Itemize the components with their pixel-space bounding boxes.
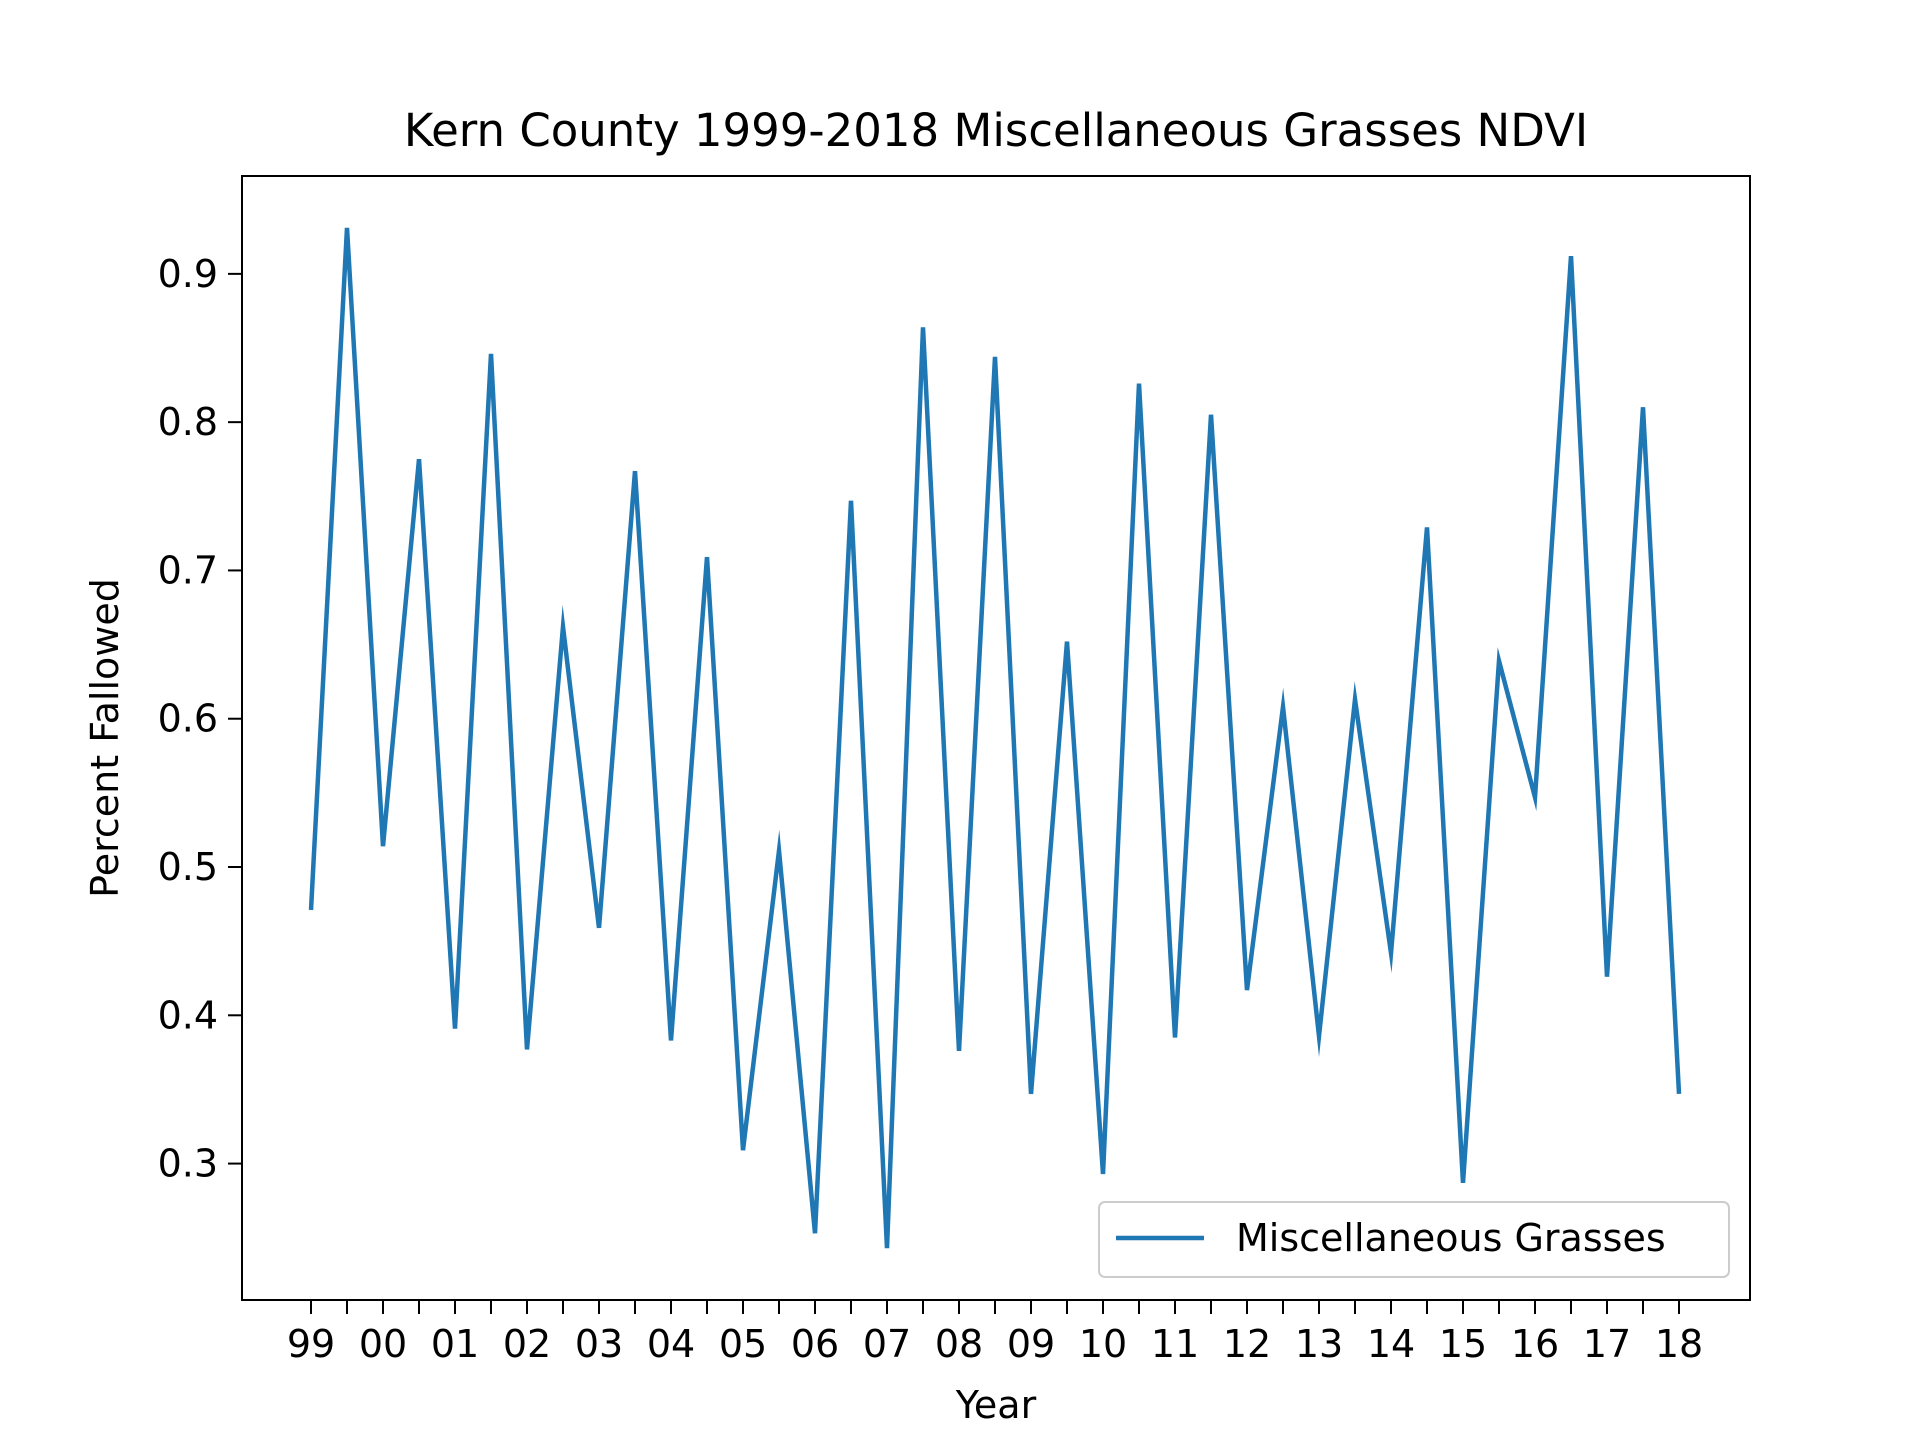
x-tick-label: 11 <box>1151 1322 1199 1366</box>
plot-area <box>242 176 1750 1300</box>
x-tick-label: 02 <box>503 1322 551 1366</box>
x-tick-label: 00 <box>359 1322 407 1366</box>
legend-label-miscellaneous-grasses: Miscellaneous Grasses <box>1236 1216 1666 1260</box>
x-tick-label: 01 <box>431 1322 479 1366</box>
x-tick-label: 13 <box>1295 1322 1343 1366</box>
x-tick-label: 17 <box>1583 1322 1631 1366</box>
y-tick-label: 0.6 <box>158 697 218 741</box>
x-axis: 99 00 01 02 03 04 05 06 07 08 09 10 11 12 13 14 15 16 17 18 <box>287 1300 1703 1366</box>
x-tick-label: 08 <box>935 1322 983 1366</box>
x-tick-label: 16 <box>1511 1322 1559 1366</box>
x-tick-label: 18 <box>1655 1322 1703 1366</box>
y-tick-label: 0.5 <box>158 845 218 889</box>
y-tick-label: 0.4 <box>158 993 218 1037</box>
x-tick-label: 05 <box>719 1322 767 1366</box>
x-tick-label: 06 <box>791 1322 839 1366</box>
x-tick-label: 99 <box>287 1322 335 1366</box>
x-tick-label: 14 <box>1367 1322 1415 1366</box>
x-tick-label: 15 <box>1439 1322 1487 1366</box>
x-tick-label: 12 <box>1223 1322 1271 1366</box>
y-tick-label: 0.7 <box>158 548 218 592</box>
x-tick-label: 04 <box>647 1322 695 1366</box>
legend: Miscellaneous Grasses <box>1099 1202 1729 1277</box>
y-tick-label: 0.3 <box>158 1142 218 1186</box>
x-tick-label: 10 <box>1079 1322 1127 1366</box>
y-axis: 0.3 0.4 0.5 0.6 0.7 0.8 0.9 <box>158 252 242 1186</box>
y-axis-label: Percent Fallowed <box>83 578 127 898</box>
y-tick-label: 0.8 <box>158 400 218 444</box>
x-tick-label: 07 <box>863 1322 911 1366</box>
x-tick-label: 03 <box>575 1322 623 1366</box>
y-tick-label: 0.9 <box>158 252 218 296</box>
chart-title: Kern County 1999-2018 Miscellaneous Gras… <box>404 104 1588 157</box>
x-tick-label: 09 <box>1007 1322 1055 1366</box>
x-axis-label: Year <box>955 1383 1037 1427</box>
